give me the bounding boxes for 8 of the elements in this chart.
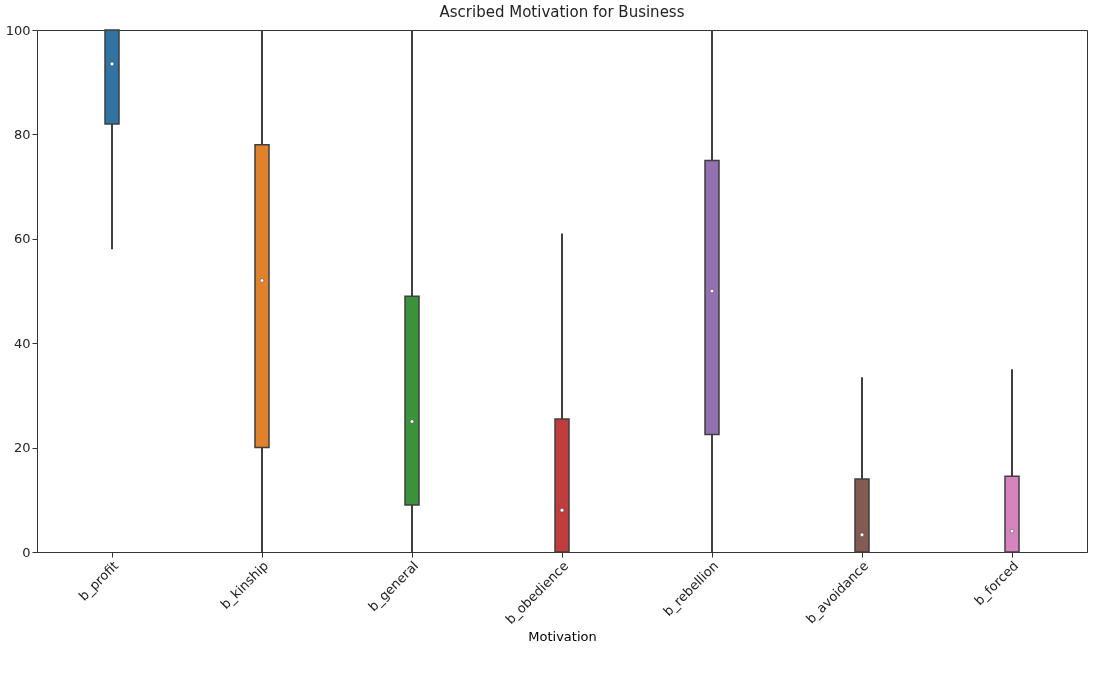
y-tick-label: 100 [5,22,31,38]
chart-title: Ascribed Motivation for Business [439,3,685,21]
y-tick-label: 0 [22,544,31,560]
y-tick-label: 80 [13,126,31,142]
y-tick-label: 20 [13,440,31,456]
y-tick-label: 40 [13,335,31,351]
x-axis-title: Motivation [528,628,597,644]
y-tick-label: 60 [13,231,31,247]
